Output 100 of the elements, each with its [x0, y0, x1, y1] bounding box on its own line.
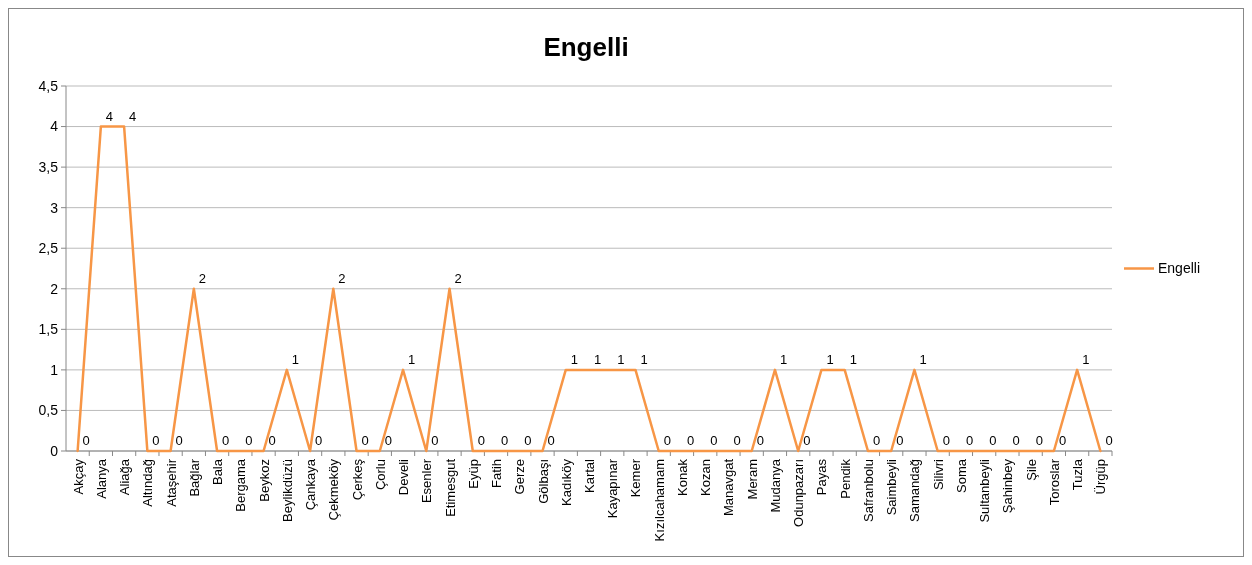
x-tick-label: Tuzla [1070, 458, 1086, 491]
data-label: 1 [570, 351, 578, 367]
data-label: 0 [710, 433, 718, 448]
chart-title: Engelli [543, 32, 629, 62]
data-label: 0 [152, 433, 160, 448]
x-tick-label: Sultanbeyli [977, 458, 993, 523]
x-tick-label: Kemer [628, 458, 644, 498]
line-series [76, 125, 1102, 453]
y-tick-label: 1 [50, 361, 59, 378]
x-tick-label: Beylikdüzü [279, 459, 295, 522]
y-tick-label: 1,5 [38, 321, 59, 338]
x-tick-label: Çerkeş [349, 458, 365, 501]
data-label: 0 [315, 433, 323, 448]
x-tick-label: Kozan [698, 459, 714, 496]
data-label: 0 [82, 433, 90, 448]
x-tick-label: Konak [674, 458, 690, 496]
x-tick-label: Silivri [930, 458, 946, 491]
x-tick-label: Gölbaşı [535, 459, 551, 504]
data-label: 0 [896, 433, 904, 448]
data-label: 0 [1105, 433, 1113, 448]
data-label: 0 [222, 433, 230, 448]
data-label: 1 [826, 351, 834, 367]
x-tick-label: Mudanya [767, 458, 783, 513]
x-tick-label: Esenler [419, 458, 435, 504]
x-tick-label: Gerze [512, 459, 528, 495]
x-tick-label: Eyüp [465, 459, 481, 489]
x-tick-label: Şahinbey [1000, 458, 1016, 514]
x-tick-label: Soma [953, 458, 969, 493]
data-label: 2 [454, 270, 462, 286]
x-tick-label: Beykoz [256, 459, 272, 502]
x-tick-label: Ürgüp [1093, 459, 1109, 495]
x-tick-label: Kartal [582, 458, 597, 493]
y-tick-label: 0 [50, 442, 59, 459]
data-label: 0 [477, 433, 486, 448]
x-tick-label: Bağlar [186, 458, 202, 497]
x-tick-label: Fatih [489, 459, 505, 488]
x-tick-label: Çorlu [372, 459, 388, 491]
data-label: 0 [245, 433, 253, 448]
data-label: 1 [1082, 351, 1090, 367]
y-tick-label: 3,5 [38, 159, 59, 176]
x-tick-label: Altındağ [140, 459, 156, 507]
x-tick-label: Safranbolu [860, 459, 876, 522]
data-label: 0 [547, 433, 555, 448]
data-label: 0 [686, 433, 695, 448]
y-tick-label: 0,5 [38, 402, 59, 419]
x-tick-label: Kızılcahamam [651, 459, 667, 542]
data-label: 2 [198, 270, 207, 286]
data-label: 1 [291, 351, 300, 367]
data-label: 1 [408, 351, 416, 367]
data-label: 0 [361, 433, 369, 448]
y-tick-label: 2,5 [38, 240, 59, 257]
x-tick-label: Pendik [837, 458, 853, 499]
data-label: 0 [803, 433, 811, 448]
y-tick-label: 4,5 [38, 77, 59, 94]
x-tick-label: Payas [814, 458, 830, 496]
data-label: 0 [1035, 433, 1043, 448]
x-tick-label: Akçay [70, 458, 86, 495]
x-tick-label: Develi [396, 458, 412, 496]
data-label: 0 [524, 433, 532, 448]
data-label: 0 [268, 433, 276, 448]
x-tick-label: Kadıköy [558, 458, 574, 506]
data-label: 0 [872, 433, 881, 448]
data-label: 4 [105, 108, 114, 124]
x-tick-label: Bergama [233, 458, 249, 512]
data-label: 1 [617, 351, 625, 367]
y-tick-label: 2 [50, 280, 59, 297]
x-tick-label: Ataşehir [163, 458, 179, 507]
x-tick-label: Kayapınar [605, 458, 621, 519]
data-label: 0 [384, 433, 393, 448]
data-label: 0 [501, 433, 509, 448]
x-tick-label: Toroslar [1046, 458, 1062, 506]
data-label: 1 [594, 351, 602, 367]
y-tick-label: 4 [50, 118, 59, 135]
data-label: 0 [989, 433, 997, 448]
x-tick-label: Odunpazarı [791, 459, 807, 527]
data-label: 1 [779, 351, 788, 367]
x-tick-label: Samandağ [907, 459, 923, 522]
x-tick-label: Saimbeyli [884, 458, 900, 516]
x-tick-label: Etimesgut [442, 458, 458, 517]
data-label: 2 [338, 270, 346, 286]
data-label: 0 [756, 433, 764, 448]
y-tick-label: 3 [50, 199, 59, 216]
x-tick-label: Meram [744, 459, 760, 500]
data-label: 1 [849, 351, 857, 367]
legend-label: Engelli [1158, 260, 1201, 277]
x-tick-label: Alanya [93, 458, 109, 499]
x-tick-label: Bala [210, 458, 226, 486]
data-label: 0 [965, 433, 974, 448]
x-tick-label: Çekmeköy [326, 458, 342, 521]
data-label: 0 [175, 433, 183, 448]
x-tick-label: Şile [1023, 459, 1039, 481]
x-tick-label: Aliağa [117, 458, 133, 496]
data-label: 0 [431, 433, 439, 448]
data-label: 1 [919, 351, 927, 367]
data-label: 1 [640, 351, 648, 367]
data-label: 0 [1012, 433, 1020, 448]
data-label: 0 [1058, 433, 1067, 448]
data-label: 0 [663, 433, 671, 448]
data-label: 0 [733, 433, 741, 448]
x-tick-label: Manavgat [721, 458, 737, 517]
